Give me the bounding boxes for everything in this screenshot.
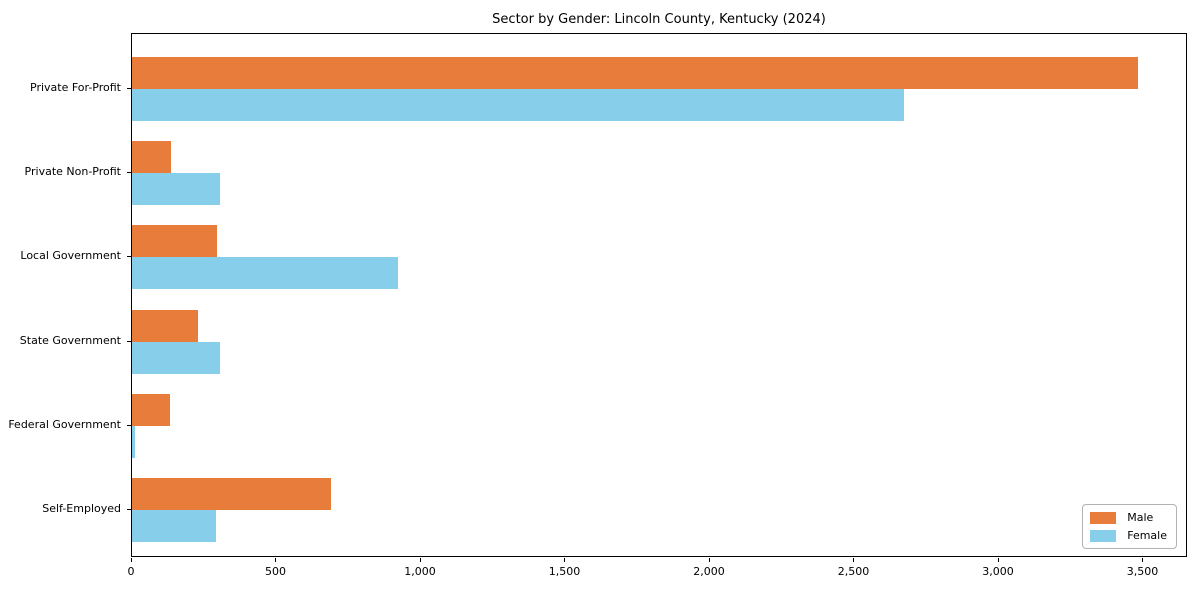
- x-tick-label: 1,000: [404, 565, 436, 578]
- legend-label-male: Male: [1127, 511, 1154, 524]
- bar-female-5: [132, 425, 135, 458]
- x-tick-mark: [419, 558, 421, 562]
- legend: Male Female: [1082, 504, 1177, 549]
- bar-female-4: [132, 341, 221, 374]
- bar-female-2: [132, 173, 221, 206]
- x-tick-label: 0: [127, 565, 135, 578]
- legend-row-female: Female: [1090, 529, 1167, 542]
- chart-title: Sector by Gender: Lincoln County, Kentuc…: [492, 12, 826, 27]
- x-tick-mark: [708, 558, 710, 562]
- x-tick-mark: [275, 558, 277, 562]
- bar-male-2: [132, 141, 171, 174]
- legend-swatch-female: [1090, 529, 1117, 542]
- y-tick-label: Private For-Profit: [30, 81, 121, 94]
- bar-male-5: [132, 393, 170, 426]
- bar-male-3: [132, 225, 218, 258]
- x-tick-label: 3,500: [1126, 565, 1159, 578]
- y-tick-mark: [127, 509, 131, 510]
- plot-area: Male Female: [131, 33, 1187, 557]
- bar-male-1: [132, 57, 1138, 89]
- y-tick-mark: [127, 340, 131, 342]
- y-tick-mark: [127, 424, 131, 426]
- x-tick-label: 3,000: [982, 565, 1014, 578]
- legend-label-female: Female: [1127, 529, 1167, 542]
- bar-male-4: [132, 309, 199, 342]
- y-tick-label: Self-Employed: [42, 502, 121, 515]
- y-tick-label: Federal Government: [8, 417, 121, 431]
- x-tick-mark: [997, 558, 999, 562]
- x-tick-mark: [853, 558, 855, 562]
- x-tick-label: 500: [264, 565, 286, 578]
- bar-female-6: [132, 510, 216, 542]
- x-tick-label: 2,500: [837, 565, 870, 578]
- x-tick-mark: [564, 558, 566, 562]
- y-tick-mark: [127, 172, 131, 174]
- bar-male-6: [132, 478, 332, 510]
- legend-row-male: Male: [1090, 511, 1167, 524]
- bar-female-1: [132, 89, 904, 121]
- x-tick-label: 1,500: [548, 565, 581, 578]
- y-tick-mark: [127, 88, 131, 89]
- y-tick-mark: [127, 256, 131, 258]
- y-tick-label: State Government: [19, 333, 121, 347]
- y-tick-label: Local Government: [20, 249, 121, 263]
- x-tick-mark: [131, 558, 132, 562]
- x-tick-label: 2,000: [693, 565, 725, 578]
- y-tick-label: Private Non-Profit: [24, 165, 121, 179]
- legend-swatch-male: [1090, 511, 1117, 524]
- bar-female-3: [132, 257, 398, 290]
- x-tick-mark: [1142, 558, 1144, 562]
